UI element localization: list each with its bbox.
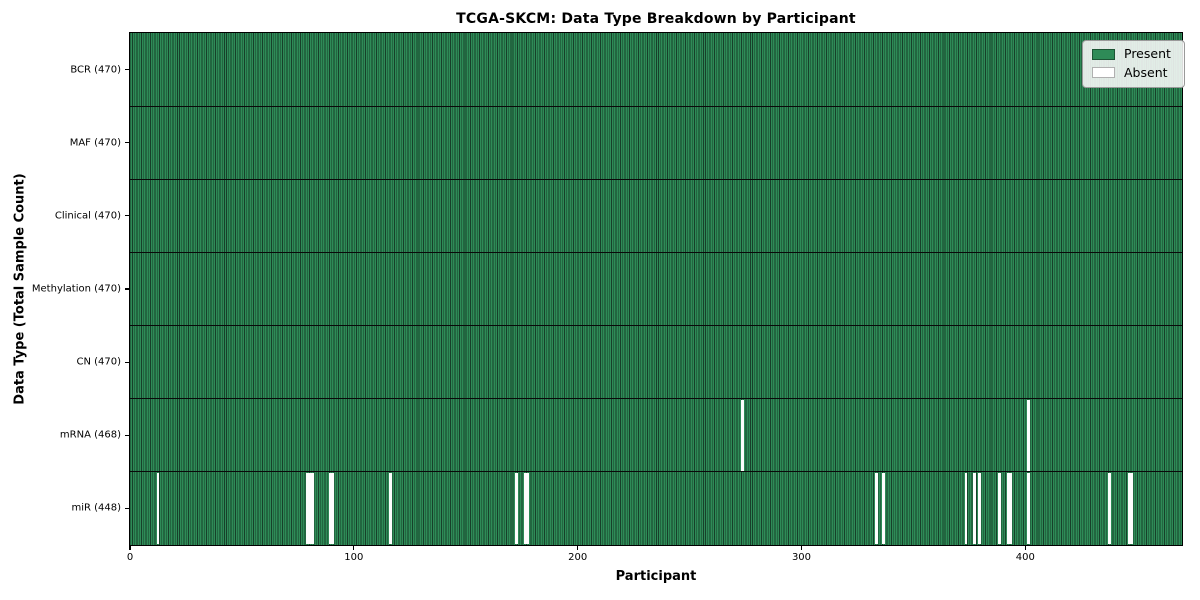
chart-title: TCGA-SKCM: Data Type Breakdown by Partic… bbox=[456, 11, 856, 27]
row-separator bbox=[130, 105, 1182, 107]
absent-cell bbox=[875, 472, 878, 545]
x-tick bbox=[800, 546, 803, 550]
absent-cell bbox=[308, 472, 312, 545]
absent-cell bbox=[1130, 472, 1134, 545]
y-tick-label: Clinical (470) bbox=[54, 210, 121, 222]
absent-cell bbox=[977, 472, 981, 545]
absent-cell bbox=[389, 472, 393, 545]
absent-cell bbox=[1007, 472, 1010, 545]
absent-cell bbox=[973, 472, 977, 545]
absent-cell bbox=[1009, 472, 1013, 545]
absent-cell bbox=[881, 472, 885, 545]
legend: Present Absent bbox=[1082, 40, 1185, 88]
row-separator bbox=[130, 251, 1182, 253]
absent-cell bbox=[328, 472, 332, 545]
legend-label: Absent bbox=[1124, 64, 1168, 80]
legend-swatch-present bbox=[1092, 48, 1115, 60]
y-tick-label: BCR (470) bbox=[70, 64, 121, 76]
x-tick bbox=[129, 546, 131, 550]
x-tick-label: 200 bbox=[568, 552, 588, 563]
legend-label: Present bbox=[1124, 46, 1171, 61]
x-tick-label: 0 bbox=[126, 552, 134, 563]
y-tick bbox=[125, 288, 129, 290]
y-tick bbox=[125, 361, 129, 363]
x-tick-label: 100 bbox=[344, 552, 364, 563]
absent-cell bbox=[310, 472, 314, 545]
absent-cell bbox=[1127, 472, 1131, 545]
y-tick-label: Methylation (470) bbox=[31, 283, 121, 295]
absent-cell bbox=[998, 472, 1002, 545]
absent-cell bbox=[1027, 399, 1031, 471]
absent-cell bbox=[523, 472, 527, 545]
legend-item: Present bbox=[1092, 46, 1175, 61]
absent-cell bbox=[964, 472, 968, 545]
absent-cell bbox=[514, 472, 518, 545]
x-tick-label: 400 bbox=[1015, 552, 1035, 563]
x-tick bbox=[1024, 546, 1026, 550]
row-separator bbox=[130, 398, 1182, 400]
x-tick-label: 300 bbox=[791, 552, 812, 563]
plot-area bbox=[129, 32, 1183, 546]
x-axis-label: Participant bbox=[615, 569, 697, 584]
y-tick bbox=[125, 434, 129, 436]
y-tick bbox=[125, 142, 129, 144]
legend-swatch-absent bbox=[1092, 67, 1115, 79]
absent-cell bbox=[1107, 472, 1111, 545]
absent-cell bbox=[331, 472, 335, 545]
absent-cell bbox=[156, 472, 160, 545]
y-tick bbox=[125, 507, 129, 510]
absent-cell bbox=[525, 472, 529, 545]
x-tick bbox=[353, 546, 355, 550]
row-separator bbox=[130, 471, 1182, 473]
legend-item: Absent bbox=[1092, 64, 1175, 80]
y-tick bbox=[125, 68, 129, 71]
y-tick-label: miR (448) bbox=[71, 502, 121, 514]
absent-cell bbox=[740, 399, 744, 471]
y-tick bbox=[125, 215, 129, 217]
y-tick-label: MAF (470) bbox=[69, 137, 121, 149]
x-tick bbox=[577, 546, 579, 550]
y-tick-label: CN (470) bbox=[76, 356, 121, 368]
y-tick-label: mRNA (468) bbox=[59, 429, 121, 441]
absent-cell bbox=[306, 472, 310, 545]
absent-cell bbox=[1027, 472, 1031, 545]
row-separator bbox=[130, 178, 1182, 180]
row-separator bbox=[130, 325, 1182, 327]
